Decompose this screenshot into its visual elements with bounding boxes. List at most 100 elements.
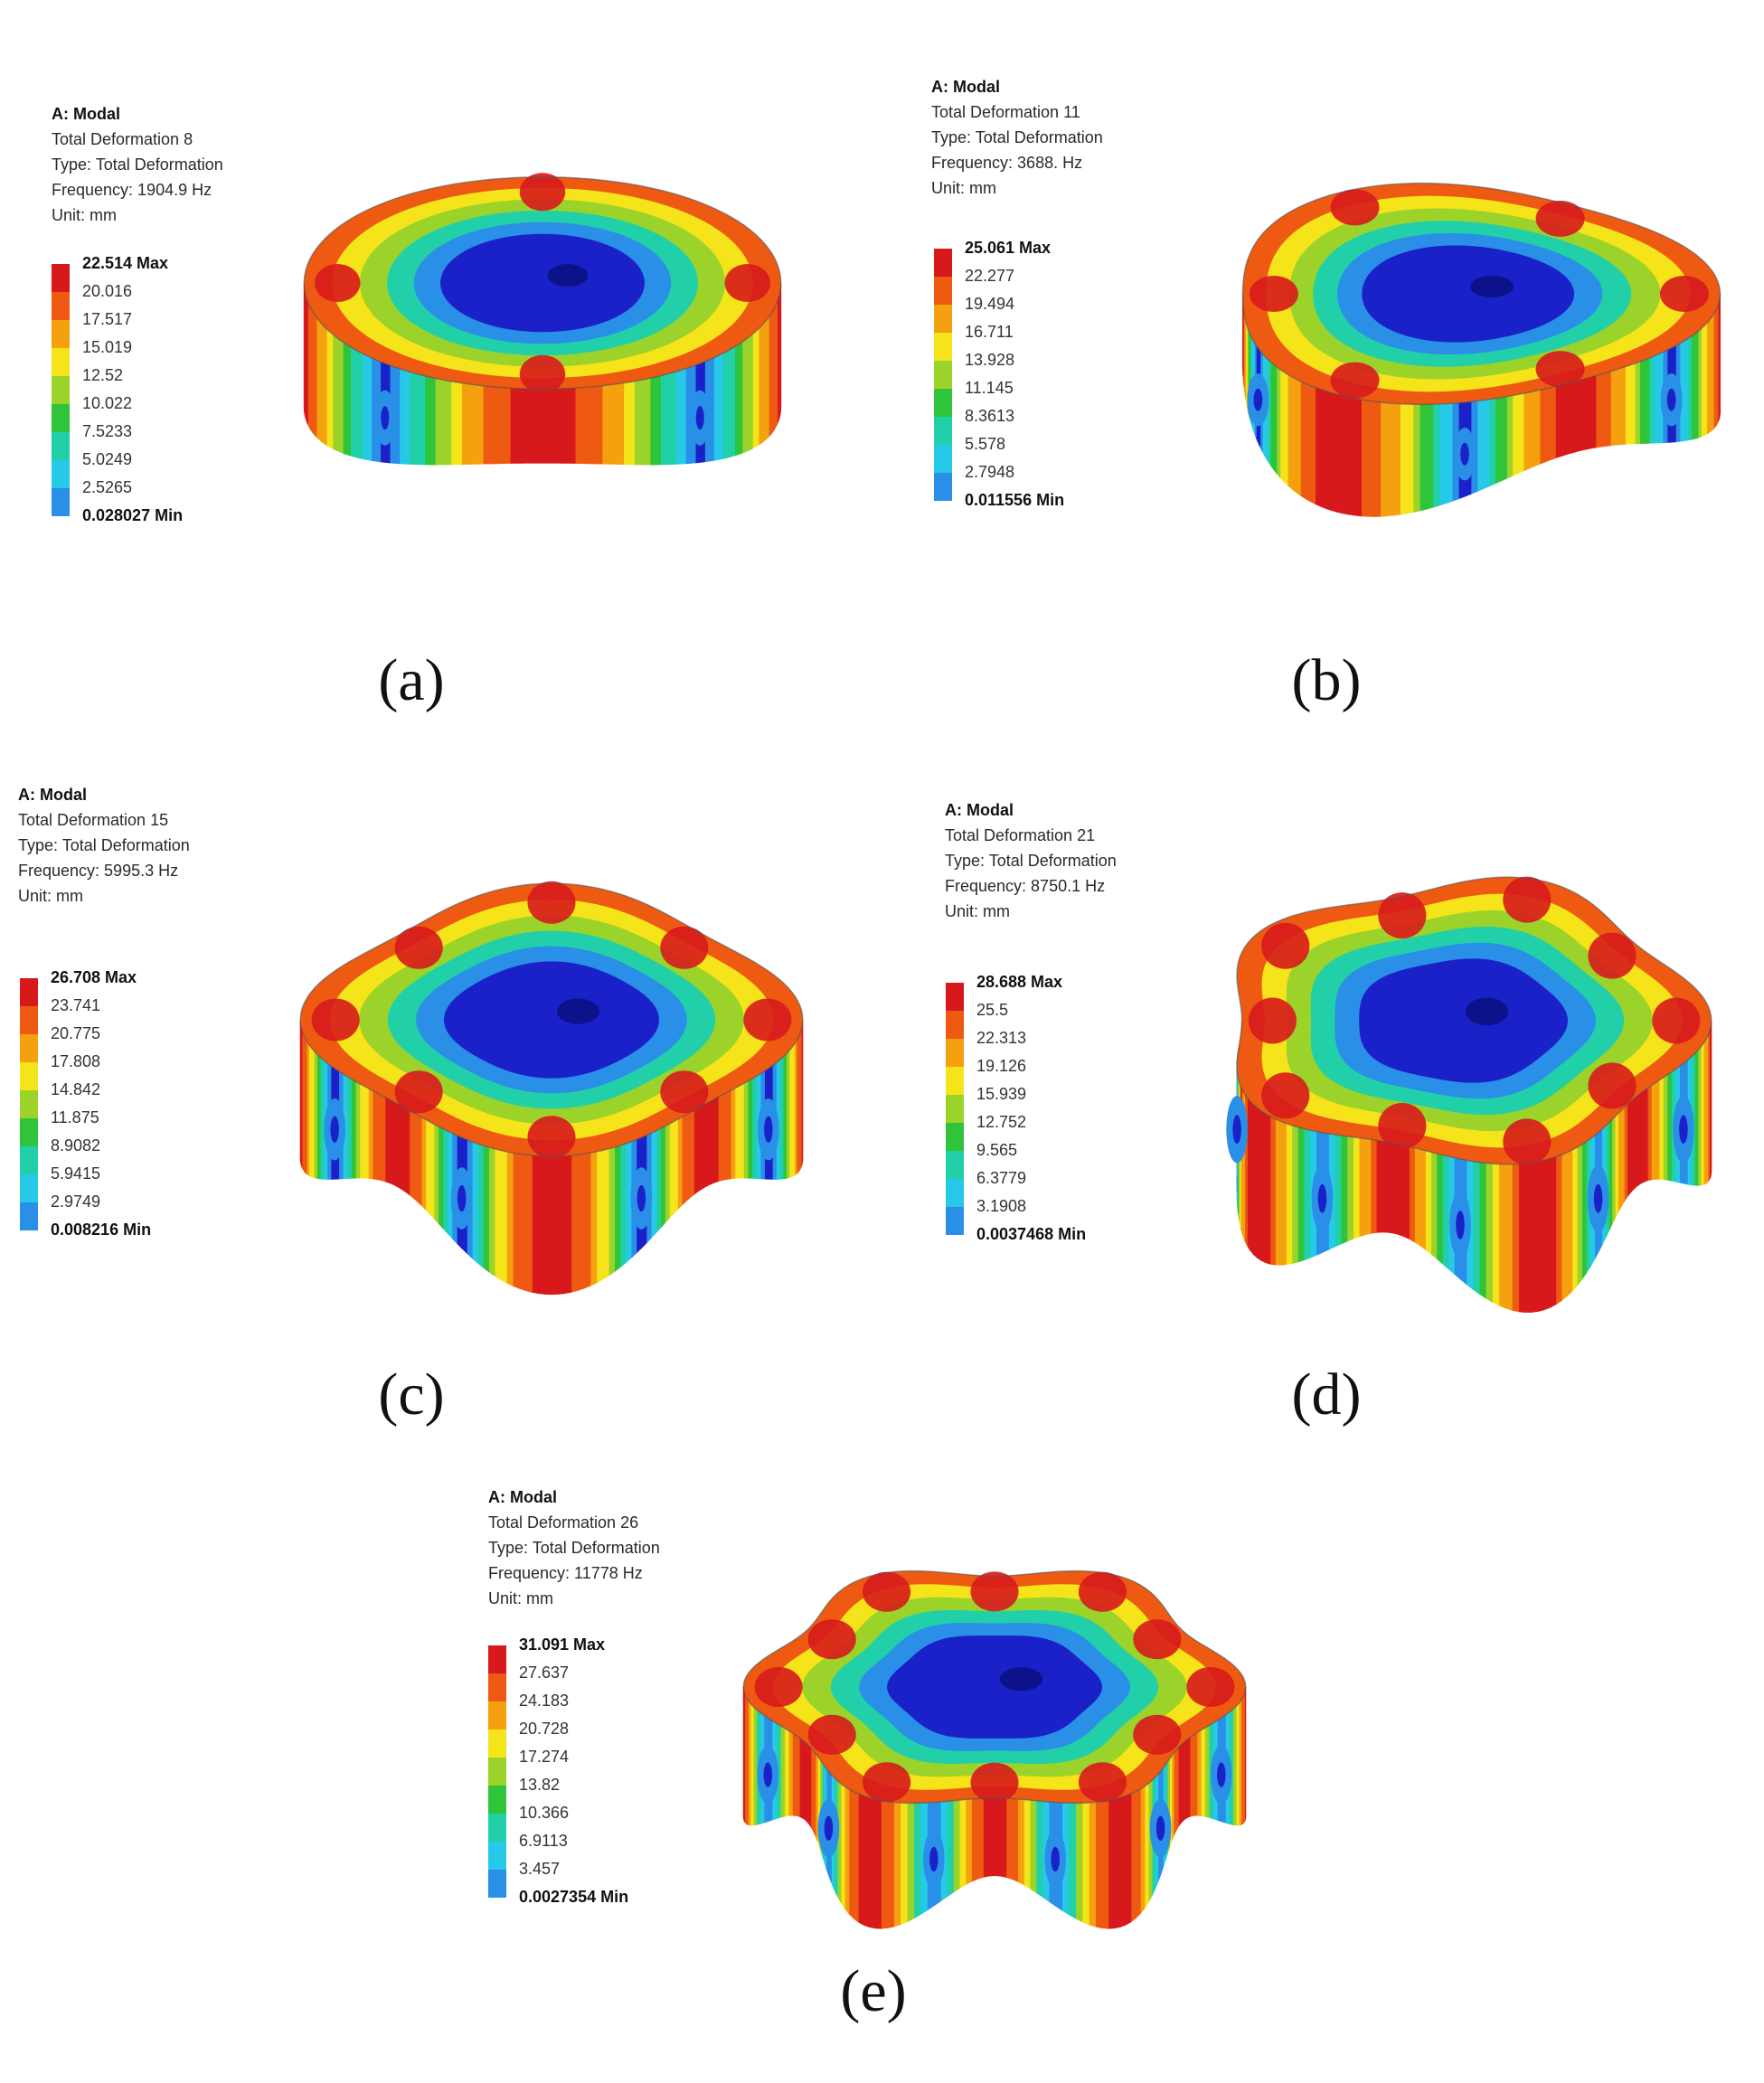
result-name: Total Deformation 11 xyxy=(931,103,1080,121)
legend-color-swatch xyxy=(52,320,70,348)
legend-tick-label: 8.3613 xyxy=(965,407,1015,425)
legend-color-swatch xyxy=(52,264,70,292)
antinode-mark xyxy=(863,1571,911,1612)
legend-color-swatch xyxy=(52,404,70,432)
legend-min-label: 0.0027354 Min xyxy=(519,1888,629,1906)
legend-tick-label: 6.9113 xyxy=(519,1832,568,1850)
antinode-mark xyxy=(1535,200,1585,237)
legend-tick-label: 10.022 xyxy=(82,394,133,412)
antinode-mark xyxy=(1249,276,1298,312)
antinode-mark xyxy=(724,264,770,302)
antinode-mark xyxy=(527,1116,576,1159)
legend-tick-label: 3.457 xyxy=(519,1860,561,1878)
rim-outline xyxy=(1241,182,1722,406)
antinode-mark xyxy=(394,926,443,969)
info-block-c: A: Modal Total Deformation 15 Type: Tota… xyxy=(18,782,190,909)
legend-color-swatch xyxy=(934,389,952,417)
wall-node-core xyxy=(1156,1815,1165,1841)
wall-node-core xyxy=(1679,1115,1688,1145)
antinode-mark xyxy=(1078,1571,1127,1612)
rim-outline xyxy=(1236,876,1712,1165)
antinode-mark xyxy=(1588,932,1637,979)
legend-color-swatch xyxy=(934,277,952,305)
wall-node-core xyxy=(929,1846,939,1872)
legend-tick-label: 12.752 xyxy=(976,1113,1027,1131)
wall-node-core xyxy=(1456,1211,1465,1239)
unit-label: Unit: mm xyxy=(52,206,117,224)
wall-node-core xyxy=(824,1815,834,1841)
legend-tick-label: 19.126 xyxy=(976,1057,1027,1075)
legend-tick-label: 11.145 xyxy=(965,379,1014,397)
legend-tick-label: 17.517 xyxy=(82,310,133,328)
legend-color-swatch xyxy=(20,1062,38,1090)
antinode-mark xyxy=(863,1762,911,1803)
antinode-mark xyxy=(394,1070,443,1114)
result-type: Type: Total Deformation xyxy=(488,1539,660,1557)
info-block-e: A: Modal Total Deformation 26 Type: Tota… xyxy=(488,1484,660,1611)
info-block-a: A: Modal Total Deformation 8 Type: Total… xyxy=(52,101,223,228)
legend-tick-label: 23.741 xyxy=(51,996,101,1014)
legend-max-label: 26.708 Max xyxy=(51,968,137,986)
legend-tick-label: 17.808 xyxy=(51,1052,101,1070)
legend-color-swatch xyxy=(488,1814,506,1842)
legend-tick-label: 8.9082 xyxy=(51,1136,101,1155)
legend-tick-label: 2.5265 xyxy=(82,478,133,496)
deformation-model-b xyxy=(1241,182,1722,517)
legend-max-label: 31.091 Max xyxy=(519,1635,606,1654)
rim-outline xyxy=(299,882,804,1157)
legend-color-swatch xyxy=(488,1673,506,1701)
legend-color-swatch xyxy=(934,473,952,501)
center-recess xyxy=(1470,276,1514,297)
legend-tick-label: 19.494 xyxy=(965,295,1015,313)
legend-min-label: 0.011556 Min xyxy=(965,491,1065,509)
antinode-mark xyxy=(1248,997,1297,1044)
result-name: Total Deformation 15 xyxy=(18,811,169,829)
legend-max-label: 28.688 Max xyxy=(976,973,1063,991)
caption-a: (a) xyxy=(378,647,445,713)
center-recess xyxy=(547,264,589,287)
antinode-mark xyxy=(1330,189,1380,226)
legend-tick-label: 2.9749 xyxy=(51,1192,101,1211)
antinode-mark xyxy=(1078,1762,1127,1803)
legend-tick-label: 20.016 xyxy=(82,282,133,300)
analysis-title: A: Modal xyxy=(488,1488,557,1506)
antinode-mark xyxy=(315,264,361,302)
antinode-mark xyxy=(1652,997,1701,1044)
legend-color-swatch xyxy=(934,417,952,445)
legend-tick-label: 6.3779 xyxy=(976,1169,1027,1187)
legend-color-swatch xyxy=(946,1123,964,1151)
frequency-label: Frequency: 8750.1 Hz xyxy=(945,877,1106,895)
legend-color-swatch xyxy=(52,376,70,404)
antinode-mark xyxy=(1378,1102,1427,1149)
legend-color-swatch xyxy=(946,1039,964,1067)
legend-color-swatch xyxy=(934,305,952,333)
frequency-label: Frequency: 3688. Hz xyxy=(931,154,1083,172)
legend-tick-label: 2.7948 xyxy=(965,463,1015,481)
legend-tick-label: 27.637 xyxy=(519,1664,570,1682)
legend-tick-label: 22.313 xyxy=(976,1029,1027,1047)
antinode-mark xyxy=(743,998,792,1042)
antinode-mark xyxy=(519,173,566,212)
antinode-mark xyxy=(1535,351,1585,388)
legend-tick-label: 3.1908 xyxy=(976,1197,1027,1215)
analysis-title: A: Modal xyxy=(945,801,1014,819)
legend-tick-label: 5.578 xyxy=(965,435,1006,453)
legend-max-label: 22.514 Max xyxy=(82,254,169,272)
legend-tick-label: 17.274 xyxy=(519,1748,570,1766)
legend-color-swatch xyxy=(20,1202,38,1230)
analysis-title: A: Modal xyxy=(18,786,87,804)
legend-tick-label: 5.0249 xyxy=(82,450,133,468)
wall-node-core xyxy=(1666,388,1676,411)
legend-min-label: 0.008216 Min xyxy=(51,1221,152,1239)
legend-color-swatch xyxy=(20,1146,38,1174)
result-type: Type: Total Deformation xyxy=(52,156,223,174)
result-type: Type: Total Deformation xyxy=(18,836,190,854)
center-recess xyxy=(1465,997,1509,1026)
antinode-mark xyxy=(1503,876,1552,923)
legend-color-swatch xyxy=(946,1095,964,1123)
legend-max-label: 25.061 Max xyxy=(965,239,1052,257)
wall-node-core xyxy=(1593,1183,1603,1213)
wall-node-core xyxy=(763,1762,772,1787)
unit-label: Unit: mm xyxy=(18,887,83,905)
antinode-mark xyxy=(660,1070,709,1114)
